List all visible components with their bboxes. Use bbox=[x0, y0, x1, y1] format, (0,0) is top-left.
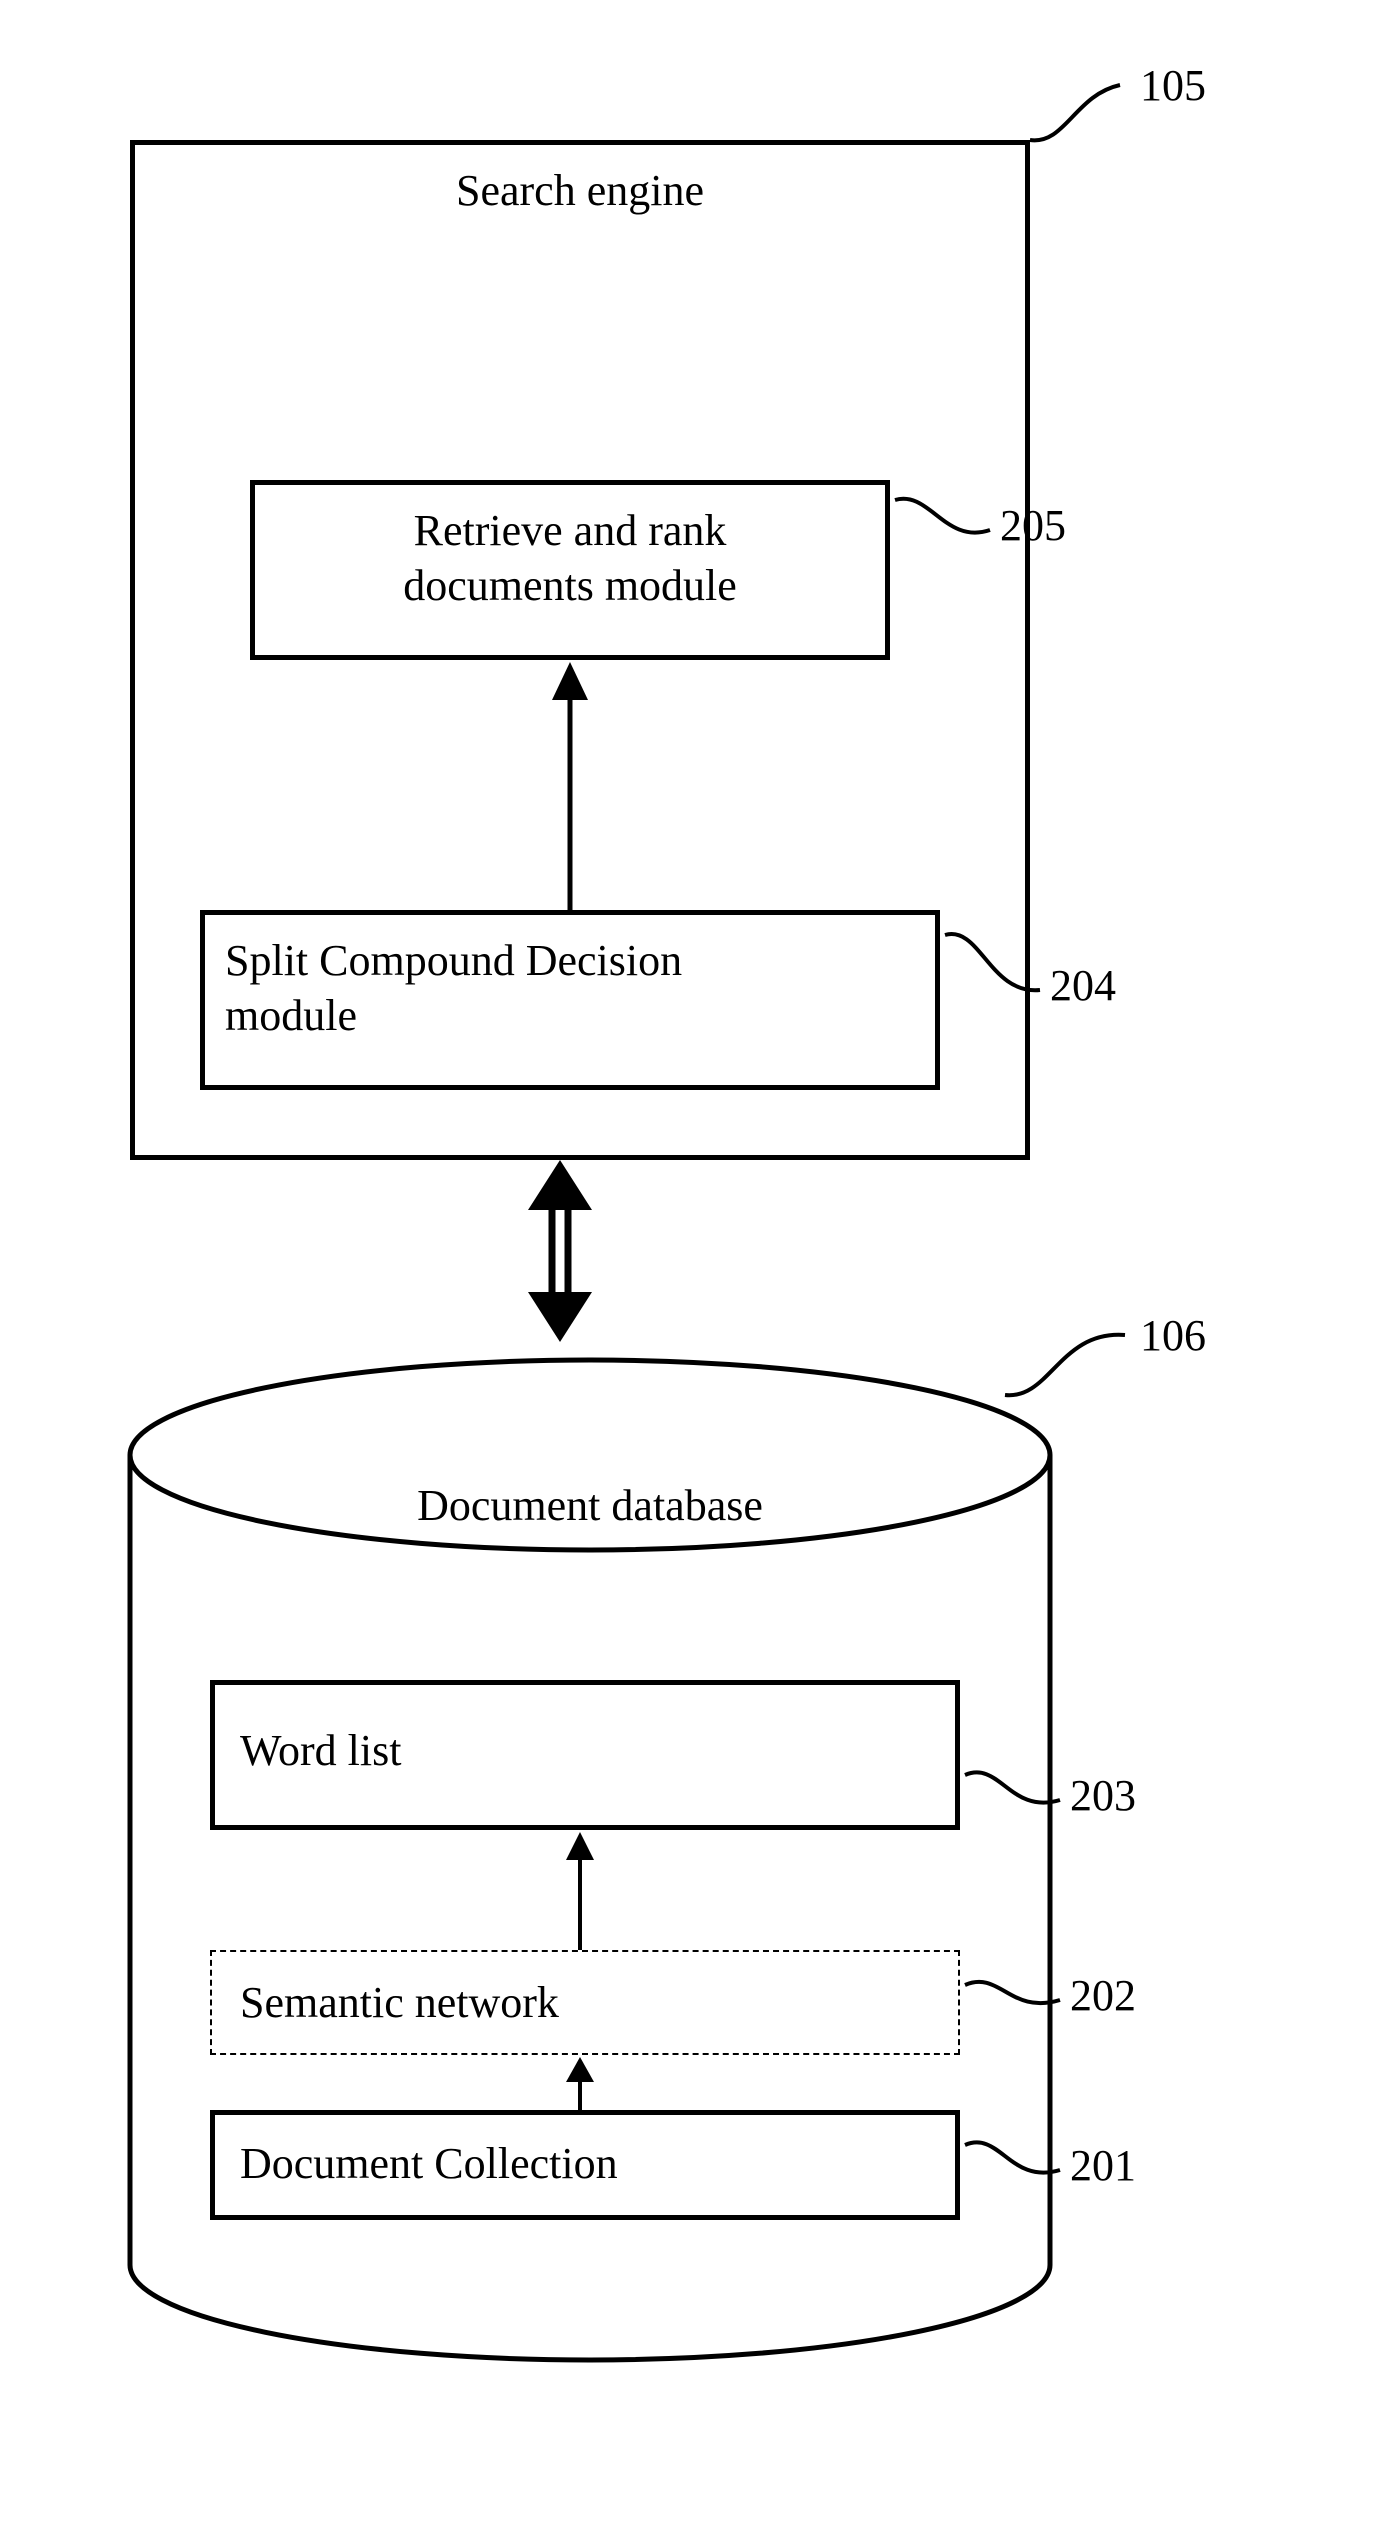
database-title: Document database bbox=[130, 1480, 1050, 1531]
ref-205: 205 bbox=[1000, 500, 1066, 551]
bidir-arrow bbox=[528, 1160, 592, 1342]
search-engine-title: Search engine bbox=[130, 165, 1030, 216]
split-compound-line1: Split Compound Decision bbox=[225, 935, 925, 986]
ref-204: 204 bbox=[1050, 960, 1116, 1011]
ref-201: 201 bbox=[1070, 2140, 1136, 2191]
ref-202: 202 bbox=[1070, 1970, 1136, 2021]
word-list-text: Word list bbox=[240, 1725, 401, 1776]
arrow-sn-to-wl bbox=[566, 1832, 594, 1950]
split-compound-line2: module bbox=[225, 990, 925, 1041]
ref-106: 106 bbox=[1140, 1310, 1206, 1361]
ref-203: 203 bbox=[1070, 1770, 1136, 1821]
ref-105: 105 bbox=[1140, 60, 1206, 111]
retrieve-rank-line2: documents module bbox=[250, 560, 890, 611]
arrow-dc-to-sn bbox=[566, 2057, 594, 2110]
semantic-network-text: Semantic network bbox=[240, 1977, 559, 2028]
retrieve-rank-line1: Retrieve and rank bbox=[250, 505, 890, 556]
document-collection-text: Document Collection bbox=[240, 2138, 618, 2189]
